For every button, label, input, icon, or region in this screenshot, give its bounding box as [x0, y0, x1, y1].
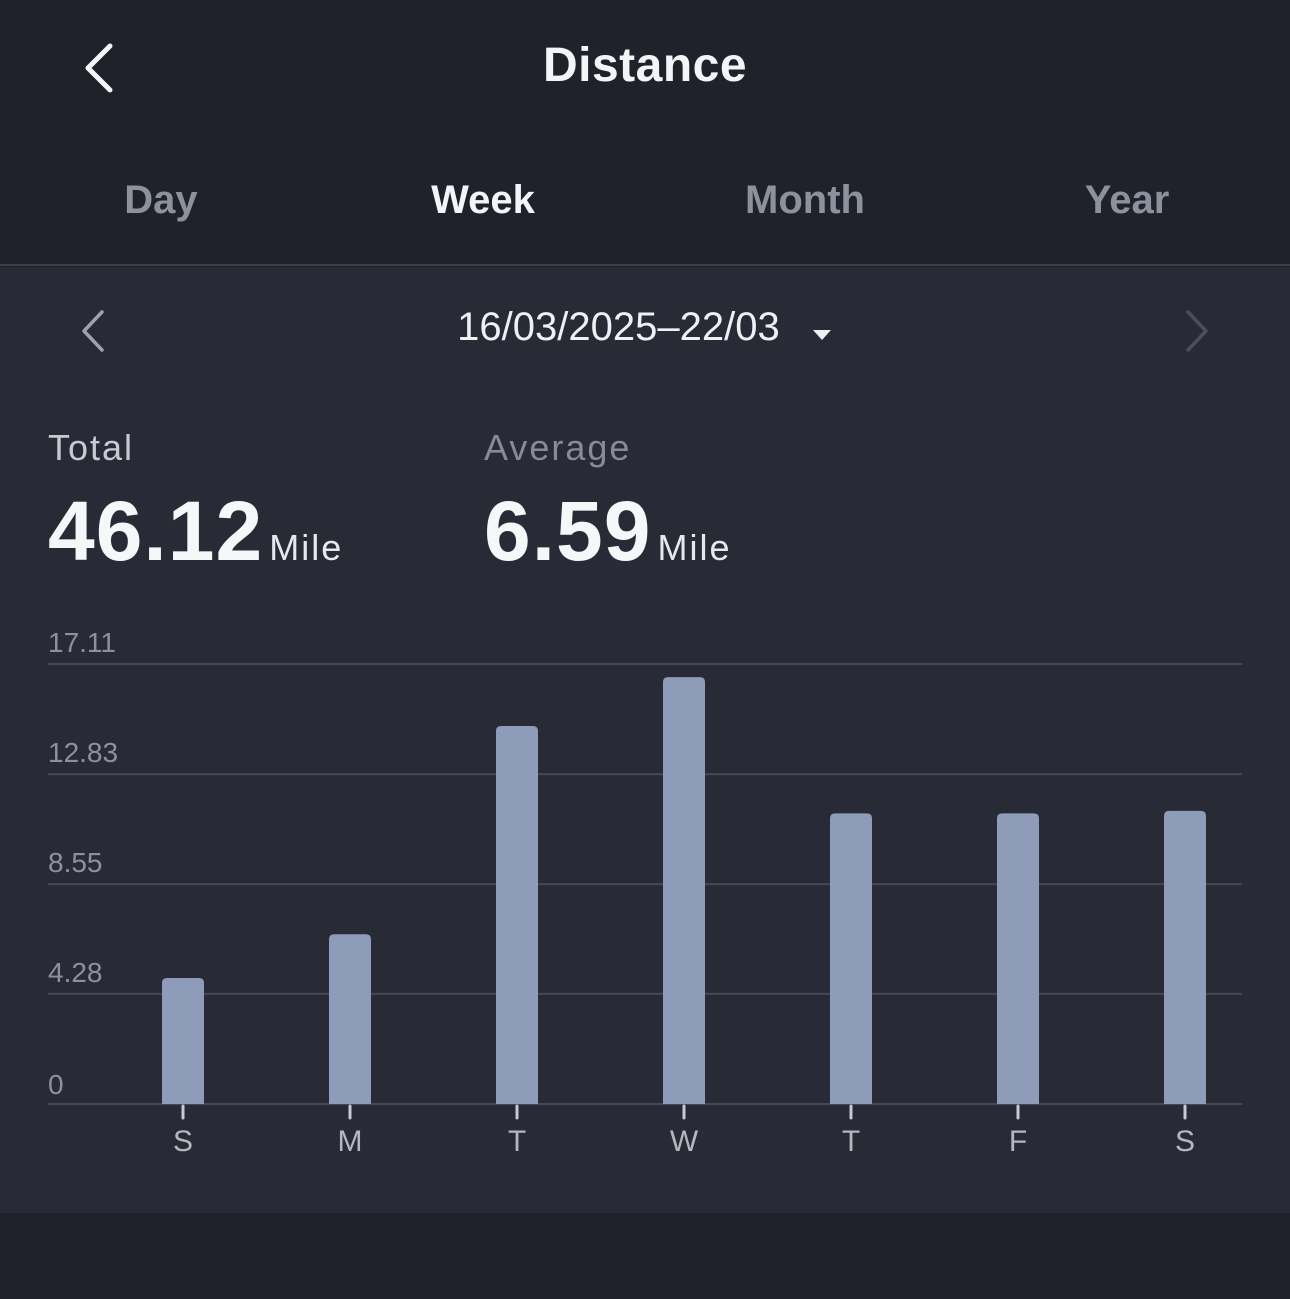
- bar: [496, 725, 538, 1104]
- x-tick-label: T: [842, 1125, 860, 1158]
- y-tick-label: 12.83: [48, 737, 118, 768]
- average-label: Average: [484, 427, 632, 468]
- bar: [162, 977, 204, 1104]
- average-value: 6.59: [484, 484, 652, 578]
- x-tick-label: S: [173, 1125, 193, 1158]
- y-tick-label: 0: [48, 1069, 64, 1100]
- page-title: Distance: [542, 39, 748, 92]
- distance-bar-chart: 0 4.28 8.55 12.83 17.11 S M T W T F S: [48, 627, 1242, 1158]
- total-stat: Total 46.12 Mile: [48, 427, 343, 580]
- tab-year[interactable]: Year: [1084, 178, 1170, 222]
- period-tabs: Day Week Month Year: [0, 178, 1290, 238]
- tab-month[interactable]: Month: [745, 178, 865, 222]
- x-tick-label: T: [508, 1125, 526, 1158]
- caret-down-icon: [811, 307, 833, 352]
- back-button[interactable]: [70, 36, 130, 100]
- bar: [663, 677, 705, 1104]
- x-tick-label: F: [1009, 1125, 1027, 1158]
- x-tick-label: S: [1175, 1125, 1195, 1158]
- header: Distance Day Week Month Year: [0, 0, 1290, 266]
- next-period-button[interactable]: [1172, 305, 1222, 357]
- bottom-bar: [0, 1213, 1290, 1299]
- date-range-label: 16/03/2025–22/03: [457, 305, 780, 349]
- y-tick-label: 8.55: [48, 847, 103, 878]
- bar: [329, 934, 371, 1104]
- x-tick-label: W: [670, 1125, 699, 1158]
- bar: [997, 813, 1039, 1104]
- previous-period-button[interactable]: [68, 305, 118, 357]
- total-label: Total: [48, 427, 135, 468]
- average-stat: Average 6.59 Mile: [484, 427, 732, 580]
- x-tick-label: M: [338, 1125, 363, 1158]
- tab-day[interactable]: Day: [124, 178, 198, 222]
- chevron-right-icon: [1186, 310, 1208, 352]
- y-tick-label: 4.28: [48, 957, 103, 988]
- total-value: 46.12: [48, 484, 264, 578]
- date-range-selector[interactable]: 16/03/2025–22/03: [0, 305, 1290, 352]
- average-unit: Mile: [657, 527, 732, 568]
- total-unit: Mile: [269, 527, 344, 568]
- chevron-left-icon: [82, 310, 104, 352]
- stats-panel: 16/03/2025–22/03 Total 46.12 Mile Average…: [0, 267, 1290, 1213]
- tab-week[interactable]: Week: [431, 178, 535, 222]
- bar: [830, 813, 872, 1104]
- bar: [1164, 810, 1206, 1104]
- y-tick-label: 17.11: [48, 627, 116, 658]
- date-navigator: 16/03/2025–22/03: [0, 297, 1290, 361]
- chevron-left-icon: [85, 43, 113, 93]
